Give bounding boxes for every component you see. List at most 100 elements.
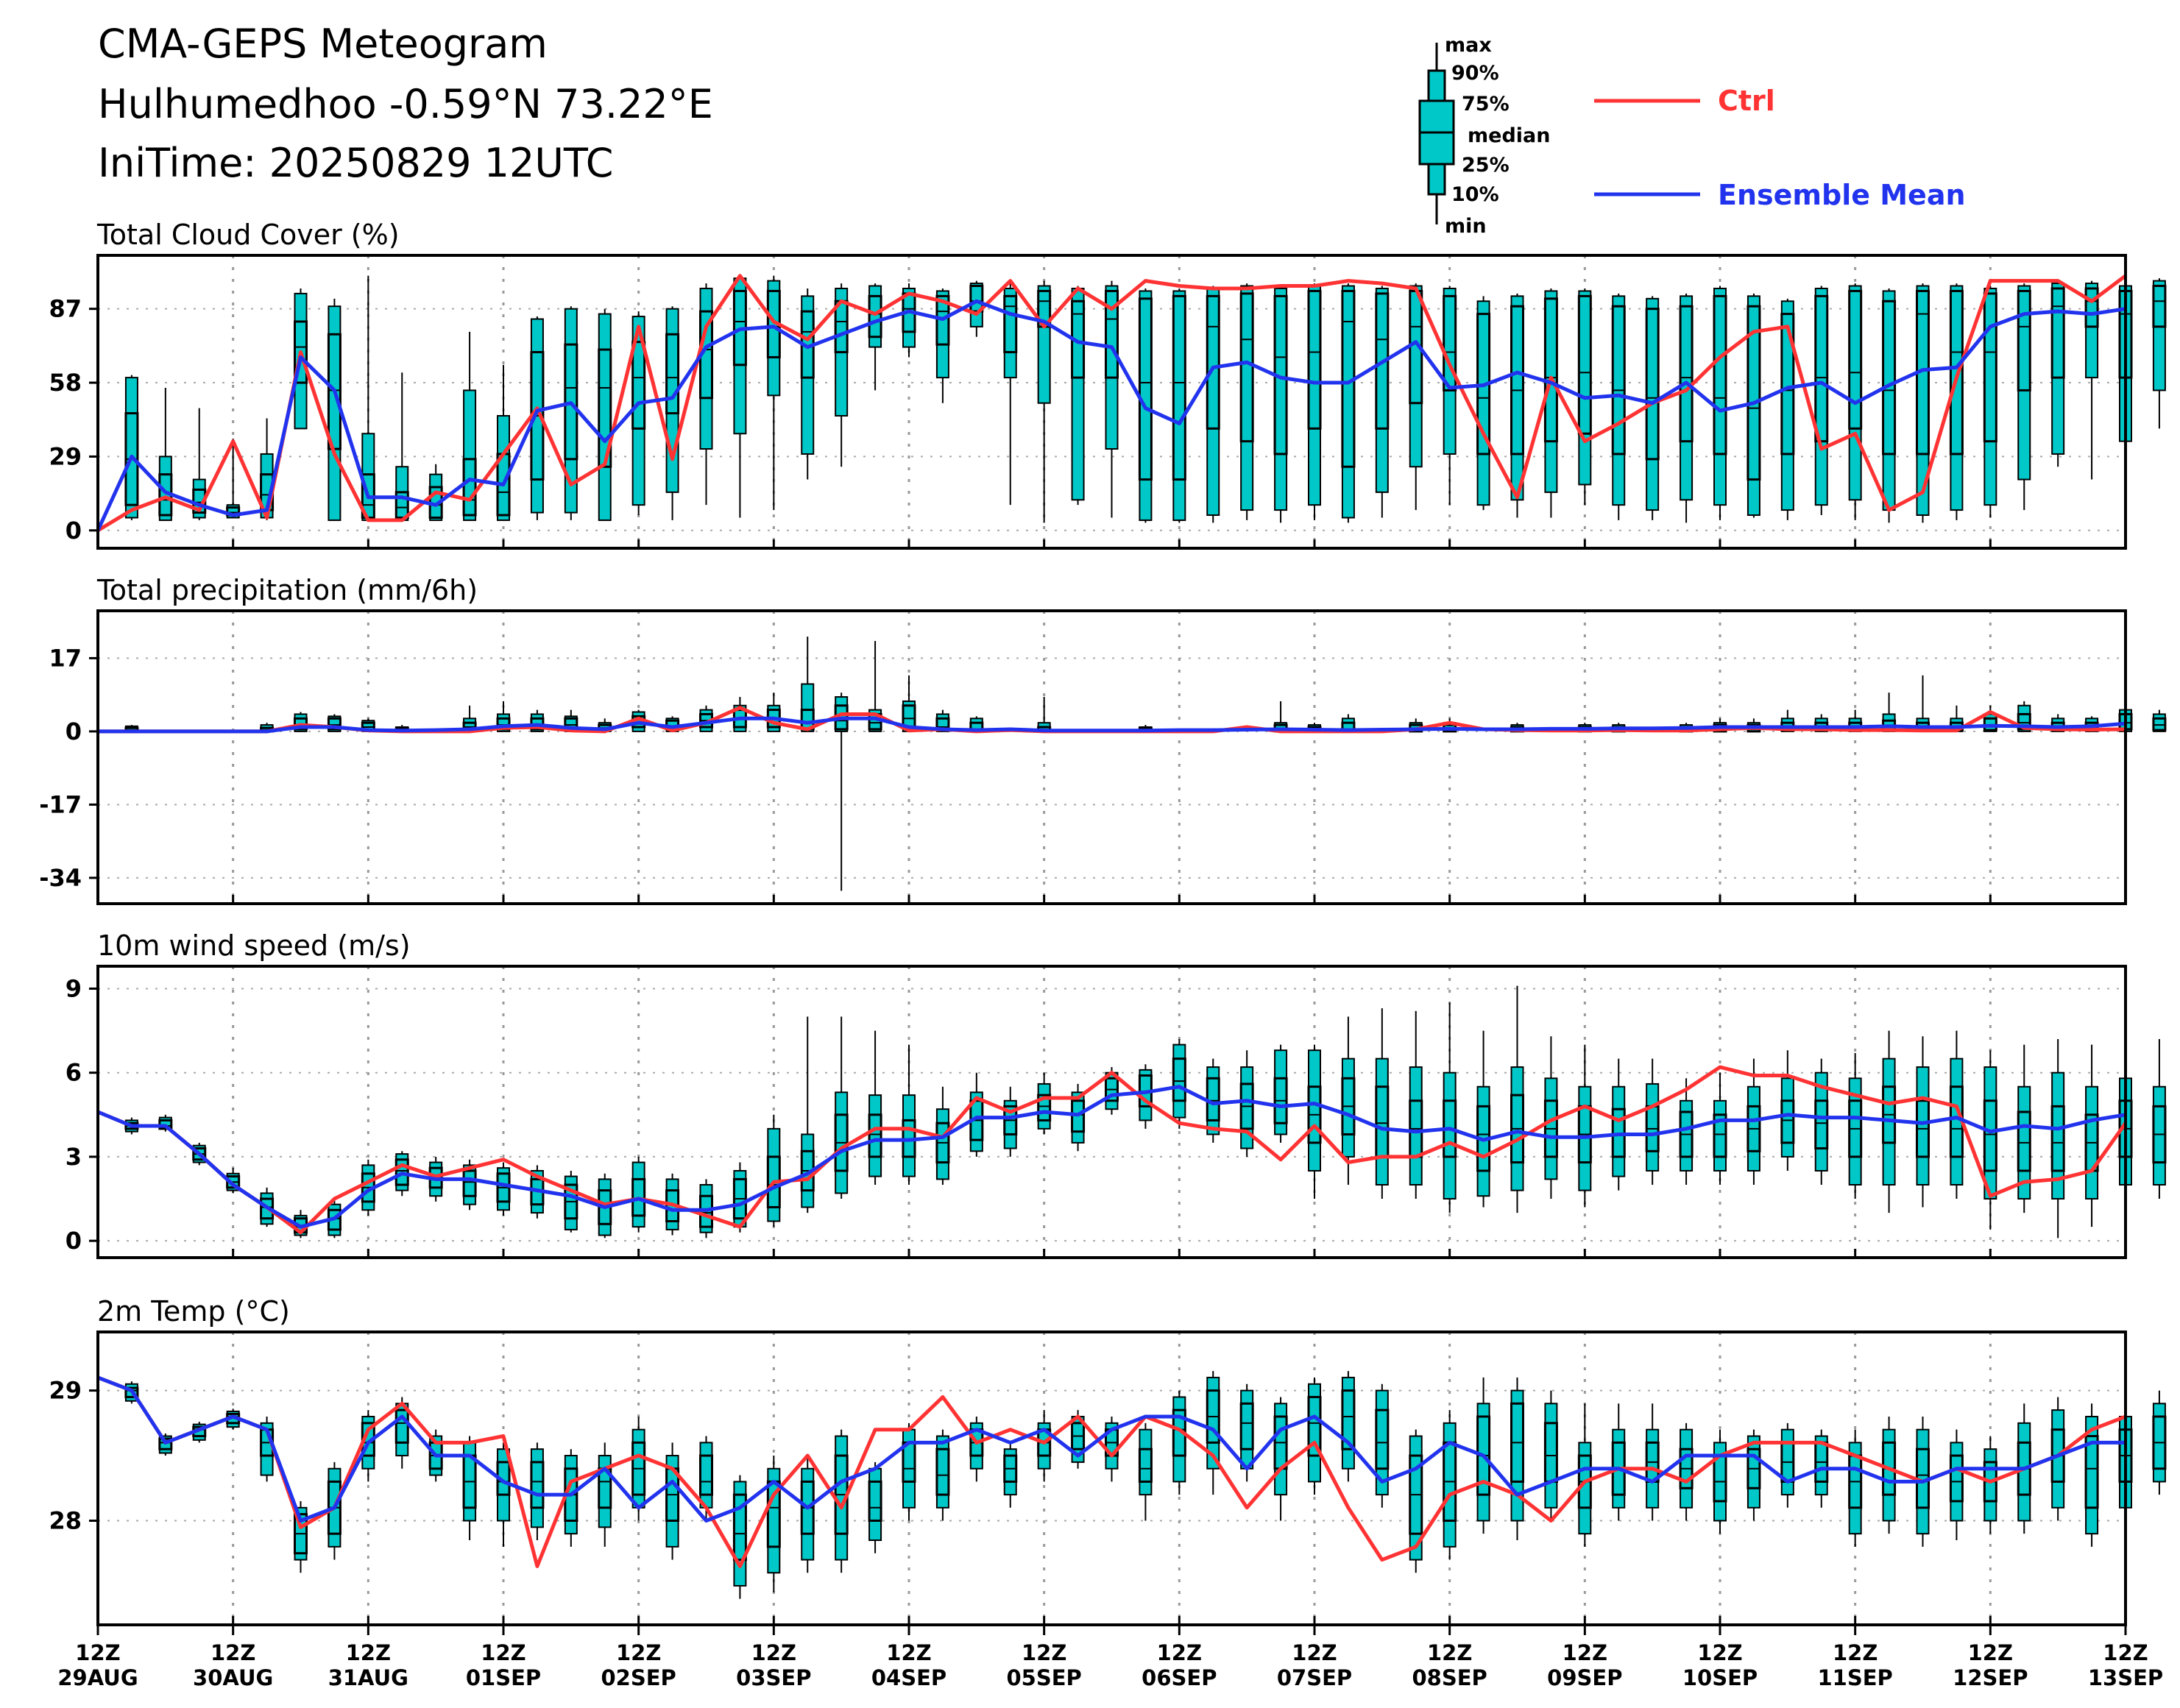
temperature-box [1577,1403,1592,1547]
wind-speed-box [496,1162,511,1216]
xaxis-hour-label: 12Z [1157,1640,1202,1665]
wind-speed-box [1780,1050,1795,1171]
temperature-box [935,1429,950,1521]
wind-speed-box [834,1016,849,1200]
temperature-box [1443,1410,1457,1560]
wind-speed-box [2017,1044,2031,1213]
legend: max 90% 75% median 25% 10% min Ctrl Ense… [1418,34,1966,238]
precipitation-box [800,637,815,732]
wind-speed-box [1071,1083,1086,1152]
wind-speed-box [1307,1044,1322,1200]
wind-speed-box [1409,1010,1423,1200]
xaxis-date-label: 06SEP [1142,1665,1217,1690]
wind-speed-box [1611,1058,1626,1191]
temperature-box [732,1475,747,1599]
temperature-ytick-label: 28 [49,1506,82,1534]
precipitation-ytick-label: 0 [66,717,82,745]
cloud-cover-ytick-label: 0 [66,517,82,545]
wind-speed-box [564,1170,578,1233]
legend-label-p10: 10% [1451,183,1499,206]
precipitation-box [902,675,916,732]
xaxis-hour-label: 12Z [2103,1640,2148,1665]
cloud-cover-box [124,375,139,520]
legend-label-p25: 25% [1462,154,1510,177]
wind-speed-box [1983,1050,1997,1230]
temperature-box [1848,1429,1863,1547]
cloud-cover-box [1882,288,1897,523]
cloud-cover-box [598,308,612,521]
wind-speed-box [1510,985,1524,1213]
wind-speed-box [902,1044,916,1185]
temperature-box [1037,1410,1052,1482]
cloud-cover-box [1543,288,1558,518]
cloud-cover-box [1510,293,1524,518]
temperature-ctrl-line [97,1375,2126,1568]
wind-speed-box [1543,1036,1558,1200]
temperature-box [1780,1422,1795,1508]
xaxis-date-label: 01SEP [466,1665,541,1690]
cloud-cover-box [1814,286,1829,516]
xaxis-hour-label: 12Z [1427,1640,1472,1665]
panel-cloud-cover: Total Cloud Cover (%) 0 29 58 87 [49,219,2167,550]
temperature-box [1713,1429,1727,1534]
xaxis-hour-label: 12Z [1292,1640,1337,1665]
cloud-cover-box [1206,286,1220,523]
xaxis-date-label: 13SEP [2088,1665,2163,1690]
temperature-box [800,1456,815,1573]
cloud-cover-box [1949,283,1964,520]
wind-speed-box [1747,1058,1761,1185]
temperature-box [1375,1383,1390,1508]
wind-speed-box [1577,1044,1592,1208]
temperature-mean-line [97,1375,2126,1523]
cloud-cover-box [2152,278,2167,429]
legend-mean-label: Ensemble Mean [1718,179,1966,211]
temperature-box [1949,1429,1964,1541]
precipitation-box [834,692,849,891]
panel-title-temperature: 2m Temp (°C) [97,1295,290,1328]
location-label: Hulhumedhoo -0.59°N 73.22°E [98,81,713,127]
temperature-box [1510,1377,1524,1541]
wind-speed-box [1273,1044,1288,1143]
init-time-label: IniTime: 20250829 12UTC [98,140,613,186]
temperature-box [766,1456,781,1592]
xaxis-date-label: 30AUG [193,1665,273,1690]
cloud-cover-frame [96,254,2127,550]
temperature-box [1341,1371,1356,1482]
wind-speed-box [969,1072,984,1157]
wind-speed-frame [96,965,2127,1259]
wind-speed-box [1341,1016,1356,1185]
cloud-cover-box [1713,286,1727,520]
xaxis-hour-label: 12Z [1697,1640,1742,1665]
cloud-cover-ytick-label: 87 [49,295,82,323]
cloud-cover-box [1916,283,1930,523]
wind-speed-box [1375,1008,1390,1200]
xaxis-hour-label: 12Z [751,1640,796,1665]
cloud-cover-box [530,316,545,520]
precipitation-ytick-label: 17 [49,644,82,672]
panel-title-precipitation: Total precipitation (mm/6h) [96,574,478,606]
chart-title: CMA-GEPS Meteogram [98,21,548,67]
wind-speed-box [732,1162,747,1233]
cloud-cover-box [766,275,781,511]
wind-speed-box [868,1030,882,1185]
temperature-box [902,1422,916,1521]
panel-temperature: 2m Temp (°C) 28 29 [49,1295,2167,1626]
xaxis-date-label: 05SEP [1007,1665,1082,1690]
wind-speed-ytick-label: 6 [66,1059,82,1087]
xaxis-date-label: 12SEP [1953,1665,2028,1690]
cloud-cover-box [1476,296,1491,511]
temperature-box [2084,1403,2099,1547]
wind-speed-box [1916,1036,1930,1208]
cloud-cover-box [1645,296,1660,520]
wind-speed-mean-line [97,1085,2126,1229]
cloud-cover-box [1307,283,1322,520]
wind-speed-box [1239,1050,1254,1157]
wind-speed-box [2152,1039,2167,1200]
wind-speed-box [1037,1072,1052,1135]
cloud-cover-box [1409,283,1423,511]
xaxis-hour-label: 12Z [616,1640,661,1665]
wind-speed-ctrl-line [97,1065,2128,1235]
legend-ctrl-label: Ctrl [1718,85,1775,117]
xaxis-hour-label: 12Z [346,1640,391,1665]
